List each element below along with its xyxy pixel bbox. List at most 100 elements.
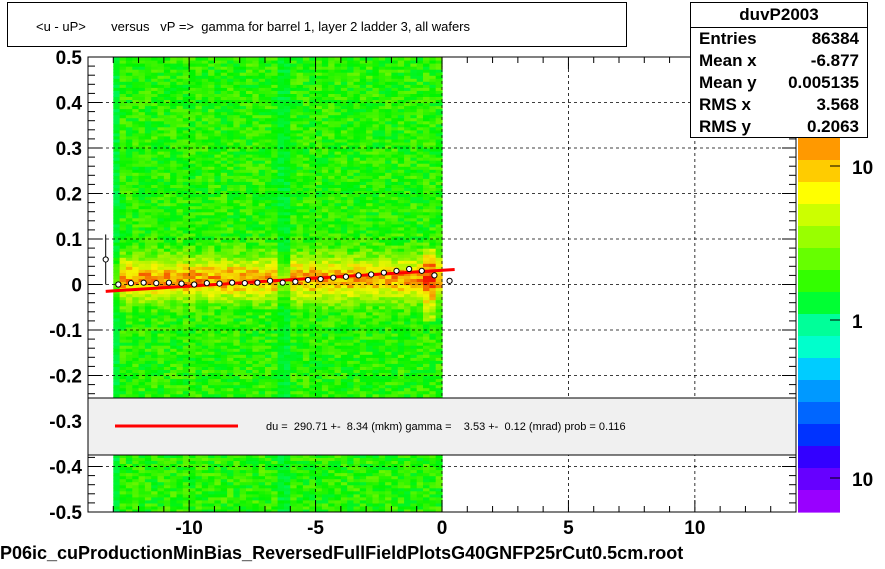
heatmap-cell [144, 169, 152, 173]
heatmap-cell [144, 266, 152, 270]
heatmap-cell [309, 342, 317, 346]
heatmap-cell [233, 220, 241, 225]
heatmap-cell [227, 478, 234, 483]
heatmap-cell [302, 509, 310, 512]
heatmap-cell [277, 169, 285, 173]
heatmap-cell [201, 236, 209, 240]
heatmap-cell [138, 284, 146, 289]
heatmap-cell [290, 302, 298, 307]
heatmap-cell [157, 157, 165, 161]
heatmap-cell [239, 60, 247, 64]
heatmap-cell [138, 481, 146, 486]
heatmap-cell [239, 75, 247, 79]
heatmap-cell [227, 217, 234, 222]
heatmap-cell [119, 509, 127, 512]
heatmap-cell [315, 372, 323, 377]
heatmap-cell [163, 184, 171, 188]
heatmap-cell [189, 151, 196, 155]
heatmap-cell [163, 345, 171, 349]
heatmap-cell [144, 105, 152, 110]
heatmap-cell [214, 311, 222, 316]
heatmap-cell [239, 196, 247, 201]
heatmap-cell [258, 266, 266, 270]
heatmap-cell [252, 248, 260, 252]
heatmap-cell [214, 90, 222, 94]
heatmap-cell [208, 278, 215, 282]
heatmap-cell [201, 232, 209, 237]
heatmap-cell [252, 469, 260, 474]
heatmap-cell [163, 96, 171, 100]
heatmap-cell [302, 305, 310, 310]
heatmap-cell [239, 132, 247, 137]
heatmap-cell [157, 275, 165, 279]
heatmap-cell [176, 466, 184, 471]
heatmap-cell [176, 363, 184, 367]
heatmap-cell [265, 138, 272, 143]
heatmap-cell [119, 351, 127, 355]
heatmap-cell [189, 454, 196, 458]
heatmap-cell [176, 202, 184, 207]
heatmap-cell [284, 145, 291, 149]
heatmap-cell [138, 229, 146, 234]
heatmap-cell [302, 135, 310, 140]
heatmap-cell [119, 175, 127, 179]
heatmap-cell [296, 239, 304, 243]
heatmap-cell [227, 499, 234, 504]
heatmap-cell [252, 393, 260, 398]
heatmap-cell [233, 148, 241, 152]
heatmap-cell [239, 223, 247, 228]
heatmap-cell [309, 214, 317, 219]
heatmap-cell [252, 226, 260, 231]
heatmap-cell [309, 311, 317, 316]
heatmap-cell [252, 284, 260, 289]
heatmap-cell [239, 135, 247, 140]
heatmap-cell [302, 314, 310, 319]
heatmap-cell [151, 178, 159, 182]
heatmap-cell [265, 114, 272, 119]
heatmap-cell [239, 320, 247, 325]
heatmap-cell [176, 487, 184, 492]
heatmap-cell [315, 363, 323, 367]
heatmap-cell [119, 129, 127, 134]
heatmap-cell [271, 372, 279, 377]
heatmap-cell [271, 187, 279, 191]
heatmap-cell [258, 60, 266, 64]
heatmap-cell [271, 90, 279, 94]
heatmap-cell [296, 226, 304, 231]
heatmap-cell [227, 254, 234, 258]
heatmap-cell [208, 81, 215, 85]
heatmap-cell [252, 105, 260, 110]
heatmap-cell [170, 257, 178, 261]
heatmap-cell [265, 275, 272, 279]
heatmap-cell [284, 72, 291, 76]
heatmap-cell [227, 151, 234, 155]
heatmap-cell [220, 466, 228, 471]
heatmap-cell [214, 287, 222, 292]
heatmap-cell [201, 123, 209, 128]
heatmap-cell [125, 84, 133, 88]
heatmap-cell [284, 102, 291, 107]
heatmap-cell [252, 463, 260, 468]
heatmap-cell [113, 327, 121, 331]
heatmap-cell [157, 96, 165, 100]
heatmap-cell [252, 323, 260, 328]
heatmap-cell [258, 499, 266, 504]
heatmap-cell [265, 509, 272, 512]
heatmap-cell [271, 87, 279, 91]
heatmap-cell [151, 351, 159, 355]
heatmap-cell [163, 126, 171, 131]
heatmap-cell [277, 178, 285, 182]
heatmap-cell [220, 378, 228, 383]
heatmap-cell [157, 229, 165, 234]
heatmap-cell [144, 469, 152, 474]
heatmap-cell [246, 99, 253, 104]
heatmap-cell [302, 208, 310, 213]
heatmap-cell [290, 490, 298, 495]
heatmap-cell [195, 478, 203, 483]
heatmap-cell [182, 205, 190, 210]
heatmap-cell [214, 460, 222, 464]
heatmap-cell [144, 193, 152, 198]
heatmap-cell [157, 181, 165, 185]
heatmap-cell [182, 229, 190, 234]
heatmap-cell [290, 217, 298, 222]
